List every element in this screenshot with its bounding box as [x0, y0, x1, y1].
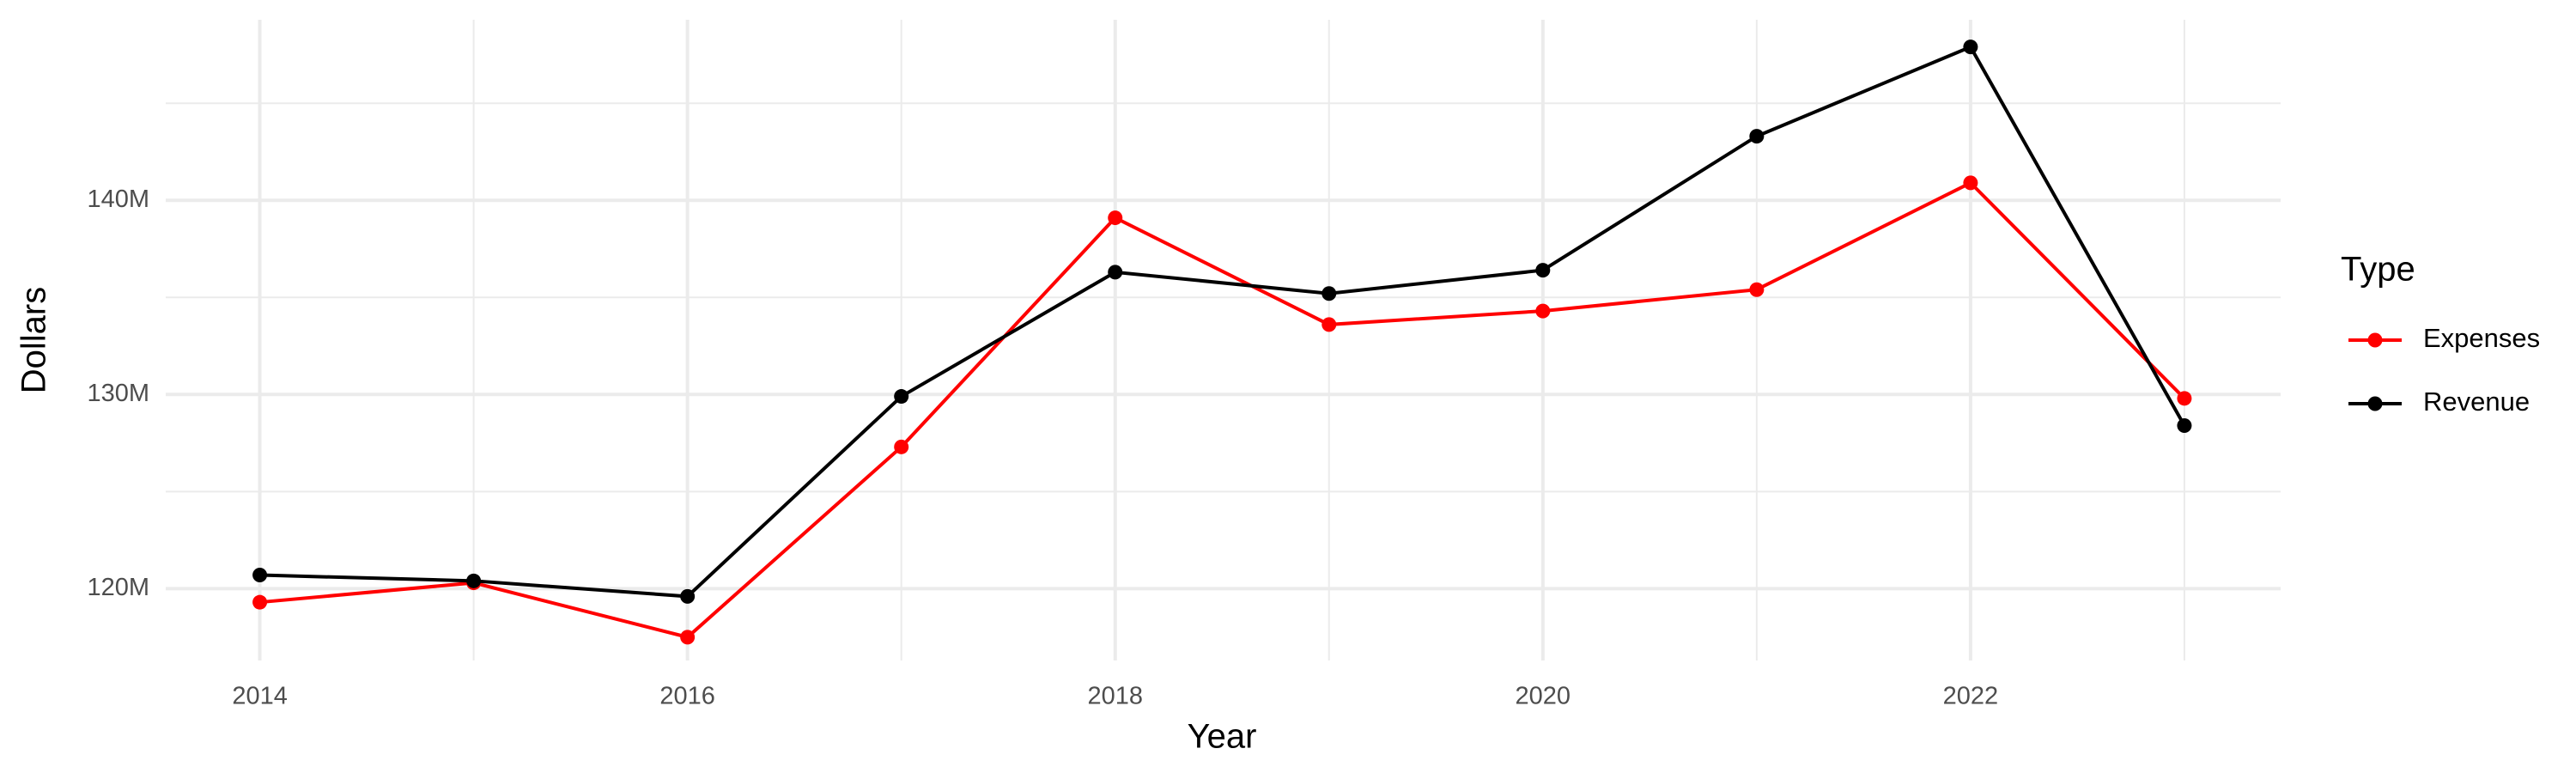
x-axis-title: Year [1188, 718, 1257, 756]
x-tick-label: 2018 [1087, 683, 1143, 710]
legend-key-point [2367, 396, 2383, 411]
legend-key-point [2367, 332, 2383, 348]
x-tick-label: 2022 [1943, 683, 1999, 710]
data-point [1108, 210, 1123, 226]
x-tick-label: 2020 [1516, 683, 1571, 710]
legend-title: Type [2341, 251, 2415, 289]
y-tick-label: 120M [87, 574, 149, 601]
data-point [1963, 175, 1978, 191]
data-point [252, 594, 268, 610]
series-line [259, 45, 2186, 599]
data-point [1321, 286, 1337, 301]
data-point [1749, 129, 1765, 144]
data-point [1535, 263, 1551, 278]
legend-label: Revenue [2423, 386, 2530, 417]
data-point [252, 568, 268, 583]
data-point [1321, 317, 1337, 332]
data-point [1535, 303, 1551, 319]
data-point [1108, 265, 1123, 280]
data-point [2177, 391, 2192, 406]
data-point [466, 573, 482, 588]
y-axis-title: Dollars [15, 287, 53, 393]
data-point [894, 389, 909, 405]
legend-label: Expenses [2423, 323, 2540, 353]
y-tick-label: 130M [87, 380, 149, 407]
y-tick-label: 140M [87, 186, 149, 213]
series-line [259, 180, 2186, 640]
data-point [680, 630, 696, 645]
x-tick-label: 2014 [232, 683, 288, 710]
x-tick-label: 2016 [659, 683, 715, 710]
data-point [1963, 40, 1978, 55]
data-point [1749, 282, 1765, 297]
data-point [894, 439, 909, 454]
data-point [680, 588, 696, 604]
data-point [2177, 417, 2192, 433]
